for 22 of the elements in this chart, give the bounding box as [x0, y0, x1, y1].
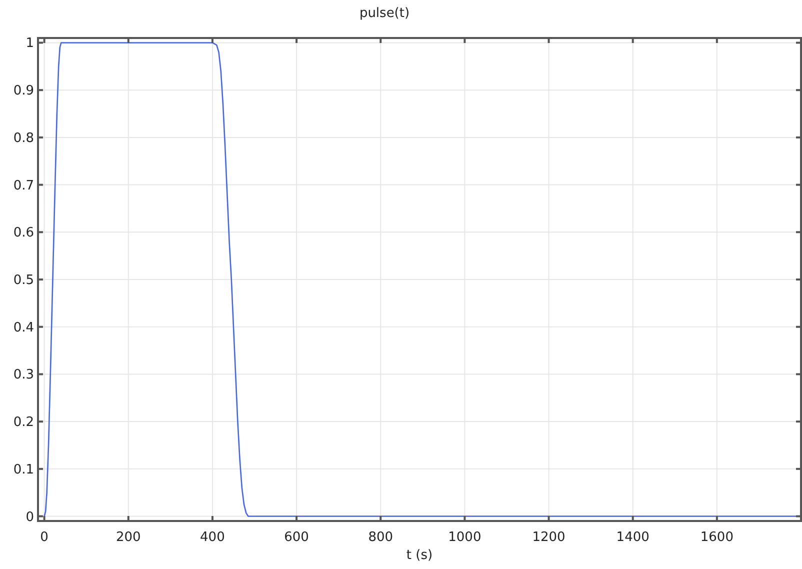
- y-tick-label: 0.7: [13, 178, 34, 194]
- x-tick-label: 1600: [700, 530, 734, 545]
- x-tick-label: 400: [200, 530, 225, 545]
- y-tick-label: 0.5: [13, 273, 34, 288]
- x-tick-label: 800: [368, 530, 394, 545]
- x-tick-label: 0: [40, 530, 48, 545]
- y-tick-label: 0.9: [13, 84, 34, 99]
- y-tick-label: 0.1: [13, 462, 34, 478]
- y-tick-label: 0.8: [13, 130, 34, 146]
- x-tick-label: 600: [284, 530, 309, 545]
- x-tick-label: 1400: [616, 530, 650, 545]
- x-tick-label: 200: [116, 530, 141, 545]
- y-tick-label: 0: [26, 510, 34, 525]
- y-tick-label: 0.6: [13, 226, 34, 241]
- y-tick-label: 0.2: [13, 415, 34, 430]
- y-tick-label: 1: [26, 36, 34, 52]
- y-tick-label: 0.4: [13, 320, 34, 336]
- x-tick-label: 1000: [448, 530, 482, 545]
- chart-title: pulse(t): [359, 6, 410, 21]
- x-axis-title: t (s): [406, 548, 433, 563]
- y-tick-label: 0.3: [13, 368, 34, 383]
- x-tick-label: 1200: [532, 530, 566, 545]
